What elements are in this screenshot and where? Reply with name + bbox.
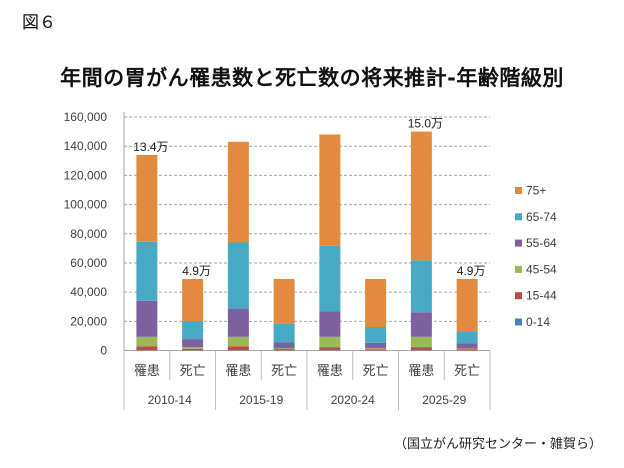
legend-swatch-15-44 bbox=[515, 292, 522, 300]
bar-segment-45-54 bbox=[182, 347, 204, 349]
y-tick-label: 60,000 bbox=[70, 256, 107, 270]
y-tick-label: 20,000 bbox=[70, 314, 107, 328]
bar-segment-75+ bbox=[227, 141, 249, 243]
x-category-label: 死亡 bbox=[454, 363, 480, 378]
data-label: 4.9万 bbox=[182, 264, 211, 278]
y-tick-label: 0 bbox=[100, 344, 107, 358]
y-tick-label: 80,000 bbox=[70, 227, 107, 241]
y-tick-label: 40,000 bbox=[70, 285, 107, 299]
legend-swatch-65-74 bbox=[515, 213, 522, 221]
x-category-label: 罹患 bbox=[225, 363, 251, 378]
y-tick-label: 160,000 bbox=[64, 110, 108, 124]
bar-segment-15-44 bbox=[410, 347, 432, 351]
data-label: 13.4万 bbox=[133, 140, 168, 154]
bar-segment-65-74 bbox=[182, 321, 204, 340]
bar-segment-55-64 bbox=[182, 339, 204, 348]
bar-segment-45-54 bbox=[365, 348, 387, 350]
bar-segment-75+ bbox=[319, 134, 341, 246]
bar-segment-15-44 bbox=[182, 348, 204, 351]
x-category-label: 死亡 bbox=[271, 363, 297, 378]
bar-segment-75+ bbox=[456, 278, 478, 332]
bar-segment-55-64 bbox=[410, 312, 432, 337]
bar-segment-55-64 bbox=[136, 300, 158, 337]
bar-segment-65-74 bbox=[365, 327, 387, 343]
bar-segment-75+ bbox=[273, 278, 295, 324]
x-category-label: 死亡 bbox=[180, 363, 206, 378]
bar-segment-55-64 bbox=[319, 311, 341, 337]
x-category-label: 死亡 bbox=[363, 363, 389, 378]
legend-swatch-55-64 bbox=[515, 239, 522, 247]
bar-segment-45-54 bbox=[319, 336, 341, 348]
y-tick-label: 120,000 bbox=[64, 168, 108, 182]
source-note: （国立がん研究センター・雑賀ら） bbox=[393, 437, 602, 452]
x-category-label: 罹患 bbox=[408, 363, 434, 378]
bar-segment-55-64 bbox=[273, 342, 295, 349]
bar-segment-15-44 bbox=[319, 347, 341, 351]
x-group-label: 2010-14 bbox=[148, 393, 192, 407]
bar-segment-15-44 bbox=[365, 349, 387, 351]
data-label: 15.0万 bbox=[408, 117, 443, 131]
bar-segment-45-54 bbox=[273, 348, 295, 350]
bar-segment-55-64 bbox=[456, 343, 478, 349]
y-tick-label: 140,000 bbox=[64, 139, 108, 153]
bar-segment-75+ bbox=[182, 278, 204, 322]
bar-segment-55-64 bbox=[365, 342, 387, 349]
bar-segment-65-74 bbox=[319, 245, 341, 312]
legend-label: 55-64 bbox=[526, 236, 557, 250]
bar-segment-75+ bbox=[365, 278, 387, 328]
bar-segment-65-74 bbox=[456, 331, 478, 344]
bar-segment-45-54 bbox=[227, 336, 249, 347]
bar-segment-15-44 bbox=[273, 349, 295, 351]
legend-label: 65-74 bbox=[526, 210, 557, 224]
bar-segment-65-74 bbox=[136, 241, 158, 301]
legend-swatch-0-14 bbox=[515, 318, 522, 326]
figure-label: 図６ bbox=[22, 13, 56, 33]
x-category-label: 罹患 bbox=[134, 363, 160, 378]
bar-segment-55-64 bbox=[227, 308, 249, 337]
legend-label: 0-14 bbox=[526, 315, 550, 329]
bar-segment-45-54 bbox=[456, 348, 478, 350]
legend-label: 75+ bbox=[526, 184, 546, 198]
bar-segment-75+ bbox=[410, 131, 432, 261]
legend-label: 45-54 bbox=[526, 262, 557, 276]
y-tick-label: 100,000 bbox=[64, 198, 108, 212]
data-label: 4.9万 bbox=[457, 264, 486, 278]
chart-title: 年間の胃がん罹患数と死亡数の将来推計-年齢階級別 bbox=[60, 66, 564, 90]
bar-segment-45-54 bbox=[410, 336, 432, 348]
legend-label: 15-44 bbox=[526, 289, 557, 303]
bar-segment-75+ bbox=[136, 154, 158, 242]
bar-segment-15-44 bbox=[227, 346, 249, 351]
x-group-label: 2020-24 bbox=[331, 393, 375, 407]
x-category-label: 罹患 bbox=[317, 363, 343, 378]
x-group-label: 2025-29 bbox=[422, 393, 466, 407]
bar-segment-65-74 bbox=[410, 260, 432, 313]
bar-segment-65-74 bbox=[227, 242, 249, 309]
legend-swatch-45-54 bbox=[515, 265, 522, 273]
bar-segment-15-44 bbox=[136, 346, 158, 351]
bar-segment-65-74 bbox=[273, 323, 295, 343]
x-group-label: 2015-19 bbox=[239, 393, 283, 407]
bar-segment-15-44 bbox=[456, 349, 478, 351]
bar-segment-45-54 bbox=[136, 336, 158, 347]
legend-swatch-75+ bbox=[515, 187, 522, 194]
